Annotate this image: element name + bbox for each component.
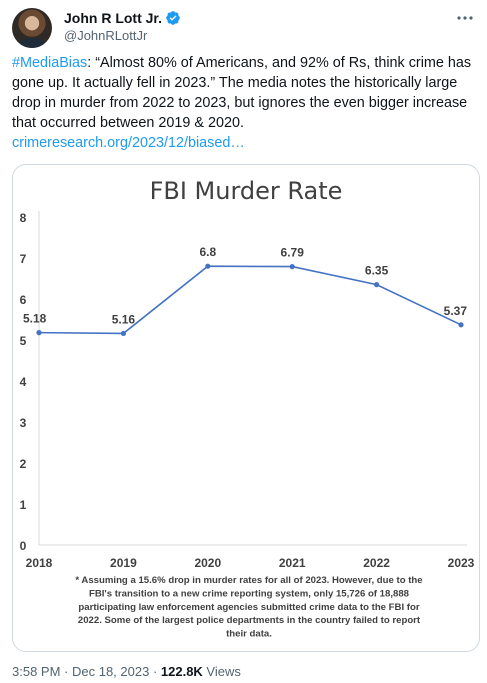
data-label: 5.37 bbox=[444, 304, 468, 318]
chart-title: FBI Murder Rate bbox=[150, 177, 343, 205]
data-label: 6.8 bbox=[199, 245, 216, 259]
article-link[interactable]: crimeresearch.org/2023/12/biased… bbox=[12, 135, 245, 151]
chart-image[interactable]: FBI Murder Rate 0 1 2 3 4 5 6 7 8 2018 2019 2020 2021… bbox=[12, 164, 480, 652]
tweet-footer: 3:58 PM · Dec 18, 2023 · 122.8K Views bbox=[12, 664, 241, 680]
y-tick-label: 0 bbox=[20, 539, 27, 553]
data-label: 5.18 bbox=[23, 312, 47, 326]
data-label: 6.35 bbox=[365, 264, 389, 278]
x-tick-label: 2018 bbox=[26, 556, 53, 570]
murder-rate-chart: FBI Murder Rate 0 1 2 3 4 5 6 7 8 2018 2019 2020 2021… bbox=[20, 177, 475, 640]
tweet-time[interactable]: 3:58 PM bbox=[12, 664, 61, 679]
x-tick-label: 2023 bbox=[448, 556, 475, 570]
data-label: 6.79 bbox=[281, 246, 305, 260]
data-point bbox=[374, 282, 380, 288]
data-label: 5.16 bbox=[112, 312, 136, 326]
footer-separator: · bbox=[60, 664, 72, 679]
y-tick-label: 1 bbox=[20, 498, 27, 512]
y-tick-label: 8 bbox=[20, 211, 27, 225]
x-tick-label: 2021 bbox=[279, 556, 306, 570]
tweet-text: #MediaBias: “Almost 80% of Americans, an… bbox=[12, 53, 478, 153]
hashtag-link[interactable]: #MediaBias bbox=[12, 55, 88, 71]
data-point bbox=[120, 330, 126, 337]
y-tick-label: 6 bbox=[20, 293, 27, 307]
tweet-body: : “Almost 80% of Americans, and 92% of R… bbox=[12, 55, 472, 131]
data-point bbox=[36, 330, 42, 336]
x-tick-label: 2019 bbox=[110, 556, 137, 570]
tweet-date[interactable]: Dec 18, 2023 bbox=[71, 664, 150, 679]
views-label: Views bbox=[202, 664, 241, 679]
chart-footnote-line: participating law enforcement agencies s… bbox=[78, 602, 419, 613]
y-tick-label: 4 bbox=[20, 375, 27, 389]
author-display-name[interactable]: John R Lott Jr. bbox=[64, 9, 181, 27]
data-point bbox=[289, 264, 295, 270]
author-handle[interactable]: @JohnRLottJr bbox=[64, 28, 148, 43]
chart-footnote-line: their data. bbox=[226, 629, 272, 640]
tweet-header: John R Lott Jr. @JohnRLottJr bbox=[12, 8, 475, 48]
y-tick-label: 3 bbox=[20, 416, 27, 430]
x-tick-label: 2020 bbox=[194, 556, 221, 570]
author-names: John R Lott Jr. @JohnRLottJr bbox=[64, 9, 181, 45]
chart-footnote-line: 2022. Some of the largest police departm… bbox=[78, 615, 421, 626]
chart-footnote-line: * Assuming a 15.6% drop in murder rates … bbox=[75, 575, 422, 586]
avatar[interactable] bbox=[12, 8, 52, 48]
data-point bbox=[458, 322, 464, 328]
footer-separator: · bbox=[149, 664, 161, 679]
author-display-name-text[interactable]: John R Lott Jr. bbox=[64, 10, 162, 26]
y-tick-label: 2 bbox=[20, 457, 27, 471]
series-line bbox=[38, 265, 462, 335]
y-tick-label: 5 bbox=[20, 334, 27, 348]
views-count: 122.8K bbox=[160, 664, 203, 679]
y-tick-label: 7 bbox=[20, 252, 27, 266]
data-point bbox=[205, 263, 211, 269]
x-tick-label: 2022 bbox=[363, 556, 390, 570]
chart-footnote-line: FBI's transition to a new crime reportin… bbox=[89, 588, 410, 599]
more-options-icon[interactable] bbox=[455, 8, 475, 28]
verified-badge-icon bbox=[166, 11, 180, 25]
